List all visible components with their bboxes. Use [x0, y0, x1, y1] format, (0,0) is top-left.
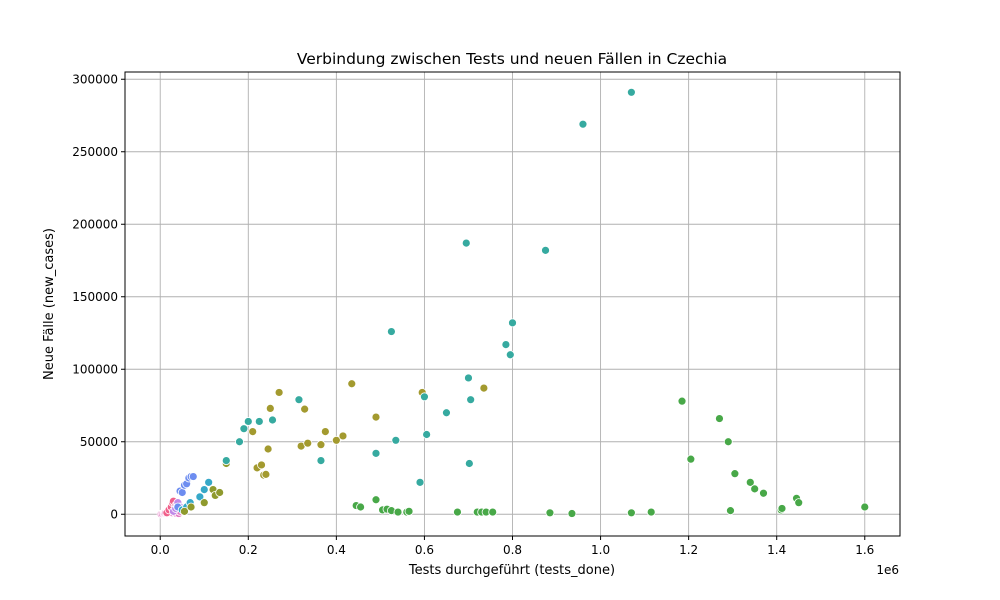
scatter-point [188, 472, 198, 481]
scatter-point [204, 477, 214, 487]
scatter-point [195, 492, 205, 502]
scatter-point [371, 412, 381, 422]
scatter-point [371, 448, 381, 458]
scatter-point [199, 498, 209, 508]
scatter-point [677, 396, 687, 406]
x-tick-label: 0.2 [239, 543, 258, 557]
x-tick-label: 1.6 [855, 543, 874, 557]
scatter-point [464, 373, 473, 383]
scatter-point [199, 485, 209, 495]
x-tick-label: 0.6 [415, 543, 434, 557]
scatter-point [265, 403, 275, 413]
y-tick-label: 50000 [80, 435, 118, 449]
scatter-point [248, 427, 258, 437]
grid [125, 72, 900, 536]
scatter-point [371, 495, 381, 505]
axis-ticks: 0.0 0.2 0.4 0.6 0.8 1.0 1.2 1.4 1.6 0 50000 100000 1… [72, 72, 874, 557]
scatter-point [404, 506, 414, 516]
scatter-point [391, 435, 401, 445]
x-tick-label: 1.0 [591, 543, 610, 557]
scatter-point [320, 427, 330, 437]
y-tick-label: 250000 [72, 145, 118, 159]
scatter-point [180, 506, 189, 516]
scatter-point [508, 318, 517, 328]
scatter-point [626, 87, 636, 97]
scatter-point [479, 383, 489, 393]
scatter-point [243, 417, 253, 426]
scatter-point [316, 456, 326, 466]
scatter-point [745, 477, 755, 487]
scatter-point [501, 340, 511, 350]
scatter-point [316, 440, 326, 450]
scatter-point [626, 508, 636, 518]
scatter-point [303, 438, 313, 448]
scatter-point [777, 504, 787, 513]
scatter-point [261, 469, 271, 479]
x-tick-label: 0.4 [327, 543, 346, 557]
x-tick-label: 1.4 [767, 543, 786, 557]
scatter-point [541, 245, 550, 255]
y-tick-label: 100000 [72, 362, 118, 376]
data-points [156, 87, 870, 519]
scatter-point [453, 507, 462, 517]
scatter-point [263, 444, 273, 454]
scatter-point [726, 506, 735, 516]
y-tick-label: 150000 [72, 290, 118, 304]
scatter-point [420, 392, 429, 402]
scatter-point [422, 430, 432, 439]
scatter-point [461, 238, 471, 248]
scatter-point [221, 456, 231, 466]
scatter-point [730, 469, 740, 479]
scatter-point [505, 350, 515, 360]
y-axis-label: Neue Fälle (new_cases) [42, 228, 57, 380]
scatter-point [488, 507, 498, 517]
scatter-point [338, 431, 348, 441]
x-tick-label: 0.8 [503, 543, 522, 557]
scatter-point [646, 507, 656, 517]
chart-title: Verbindung zwischen Tests und neuen Fäll… [297, 50, 727, 68]
x-axis-label: Tests durchgeführt (tests_done) [408, 563, 615, 578]
y-tick-label: 0 [110, 507, 118, 521]
scatter-point [347, 379, 357, 389]
scatter-point [794, 498, 804, 508]
scatter-point [578, 119, 588, 129]
scatter-point [750, 484, 760, 494]
scatter-point [686, 454, 696, 464]
scatter-point [186, 502, 196, 512]
scatter-point [356, 502, 365, 512]
scatter-point [393, 507, 403, 517]
x-axis-offset-label: 1e6 [876, 563, 899, 577]
scatter-point [294, 395, 304, 405]
x-tick-label: 1.2 [679, 543, 698, 557]
scatter-point [235, 437, 244, 447]
scatter-point [415, 477, 425, 487]
scatter-point [215, 488, 225, 497]
scatter-point [331, 435, 341, 445]
scatter-point [300, 404, 310, 414]
scatter-point [759, 488, 768, 498]
scatter-point [239, 424, 249, 434]
scatter-point [387, 327, 396, 336]
scatter-point [545, 508, 555, 518]
scatter-point [464, 459, 474, 468]
scatter-point [723, 437, 733, 447]
scatter-point [860, 502, 870, 512]
scatter-point [567, 509, 577, 518]
scatter-point [715, 414, 724, 423]
scatter-point [257, 460, 266, 470]
scatter-point [268, 415, 277, 425]
y-tick-label: 300000 [72, 72, 118, 86]
scatter-point [274, 388, 284, 397]
scatter-point [466, 395, 476, 405]
x-tick-label: 0.0 [151, 543, 170, 557]
scatter-point [442, 408, 451, 418]
y-tick-label: 200000 [72, 217, 118, 231]
scatter-point [254, 417, 264, 426]
scatter-point [177, 488, 187, 497]
